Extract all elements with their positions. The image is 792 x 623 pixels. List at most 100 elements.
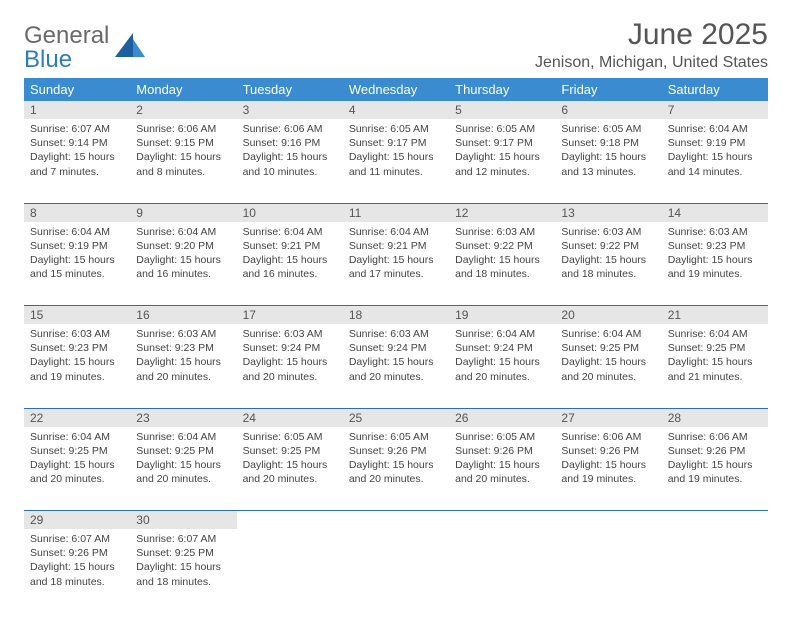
- day-cell: Sunrise: 6:04 AMSunset: 9:21 PMDaylight:…: [343, 222, 449, 306]
- week-row: Sunrise: 6:07 AMSunset: 9:14 PMDaylight:…: [24, 119, 768, 203]
- sunset-line: Sunset: 9:26 PM: [349, 444, 443, 458]
- daylight-line: Daylight: 15 hours and 20 minutes.: [243, 355, 337, 383]
- day-number-cell: 15: [24, 306, 130, 325]
- day-cell-body: Sunrise: 6:04 AMSunset: 9:19 PMDaylight:…: [662, 119, 768, 185]
- sunrise-line: Sunrise: 6:05 AM: [455, 430, 549, 444]
- day-cell-body: Sunrise: 6:05 AMSunset: 9:25 PMDaylight:…: [237, 427, 343, 493]
- day-cell-body: Sunrise: 6:04 AMSunset: 9:19 PMDaylight:…: [24, 222, 130, 288]
- day-cell: Sunrise: 6:03 AMSunset: 9:24 PMDaylight:…: [237, 324, 343, 408]
- logo-text: General Blue: [24, 24, 109, 72]
- day-number-cell: [662, 511, 768, 530]
- day-number-cell: 21: [662, 306, 768, 325]
- day-cell-body: Sunrise: 6:06 AMSunset: 9:26 PMDaylight:…: [662, 427, 768, 493]
- sunset-line: Sunset: 9:24 PM: [243, 341, 337, 355]
- day-cell-body: Sunrise: 6:03 AMSunset: 9:24 PMDaylight:…: [343, 324, 449, 390]
- sunset-line: Sunset: 9:15 PM: [136, 136, 230, 150]
- day-cell: Sunrise: 6:05 AMSunset: 9:17 PMDaylight:…: [343, 119, 449, 203]
- week-row: Sunrise: 6:03 AM Sunset: 9:23 PM Daylight:…: [24, 324, 768, 408]
- sunrise-line: Sunrise: 6:04 AM: [349, 225, 443, 239]
- sunrise-line: Sunrise: 6:06 AM: [561, 430, 655, 444]
- dow-header: Monday: [130, 78, 236, 101]
- day-number-cell: 16: [130, 306, 236, 325]
- day-number-cell: 11: [343, 203, 449, 222]
- sunrise-line: Sunrise: 6:07 AM: [30, 532, 124, 546]
- day-number-cell: 7: [662, 101, 768, 119]
- sunrise-line: Sunrise: 6:05 AM: [349, 122, 443, 136]
- sunset-line: Sunset: 9:18 PM: [561, 136, 655, 150]
- day-number-cell: 29: [24, 511, 130, 530]
- day-cell-body: Sunrise: 6:04 AMSunset: 9:21 PMDaylight:…: [237, 222, 343, 288]
- daylight-line: Daylight: 15 hours and 17 minutes.: [349, 253, 443, 281]
- sunrise-line: Sunrise: 6:05 AM: [561, 122, 655, 136]
- sunset-line: Sunset: 9:21 PM: [243, 239, 337, 253]
- day-number-cell: 1: [24, 101, 130, 119]
- dow-header: Tuesday: [237, 78, 343, 101]
- sunrise-line: Sunrise: 6:04 AM: [561, 327, 655, 341]
- day-number-cell: 23: [130, 408, 236, 427]
- day-cell: Sunrise: 6:05 AMSunset: 9:18 PMDaylight:…: [555, 119, 661, 203]
- day-cell-body: Sunrise: 6:06 AMSunset: 9:16 PMDaylight:…: [237, 119, 343, 185]
- sunset-line: Sunset: 9:23 PM: [136, 341, 230, 355]
- dow-header: Wednesday: [343, 78, 449, 101]
- day-number-cell: 25: [343, 408, 449, 427]
- day-cell-body: Sunrise: 6:06 AMSunset: 9:15 PMDaylight:…: [130, 119, 236, 185]
- day-cell: Sunrise: 6:05 AMSunset: 9:26 PMDaylight:…: [343, 427, 449, 511]
- day-number-cell: 19: [449, 306, 555, 325]
- dow-header: Sunday: [24, 78, 130, 101]
- sunrise-line: Sunrise: 6:03 AM: [668, 225, 762, 239]
- daylight-line: Daylight: 15 hours and 19 minutes.: [30, 355, 124, 383]
- day-cell-body: Sunrise: 6:05 AMSunset: 9:17 PMDaylight:…: [343, 119, 449, 185]
- daylight-line: Daylight: 15 hours and 13 minutes.: [561, 150, 655, 178]
- daylight-line: Daylight: 15 hours and 14 minutes.: [668, 150, 762, 178]
- day-number-cell: [343, 511, 449, 530]
- sunset-line: Sunset: 9:26 PM: [561, 444, 655, 458]
- header: General Blue June 2025 Jenison, Michigan…: [24, 18, 768, 72]
- day-cell: Sunrise: 6:05 AMSunset: 9:26 PMDaylight:…: [449, 427, 555, 511]
- day-cell: Sunrise: 6:03 AMSunset: 9:22 PMDaylight:…: [449, 222, 555, 306]
- day-cell: [662, 529, 768, 613]
- week-row: Sunrise: 6:04 AMSunset: 9:19 PMDaylight:…: [24, 222, 768, 306]
- sunset-line: Sunset: 9:26 PM: [668, 444, 762, 458]
- sunrise-line: Sunrise: 6:03 AM: [455, 225, 549, 239]
- sunrise-line: Sunrise: 6:06 AM: [136, 122, 230, 136]
- day-number-cell: 27: [555, 408, 661, 427]
- sunset-line: Sunset: 9:25 PM: [561, 341, 655, 355]
- day-number-cell: 30: [130, 511, 236, 530]
- daylight-line: Daylight: 15 hours and 20 minutes.: [349, 355, 443, 383]
- day-number-cell: 14: [662, 203, 768, 222]
- logo: General Blue: [24, 24, 147, 72]
- day-cell: Sunrise: 6:07 AMSunset: 9:25 PMDaylight:…: [130, 529, 236, 613]
- day-cell-body: Sunrise: 6:04 AMSunset: 9:21 PMDaylight:…: [343, 222, 449, 288]
- sunrise-line: Sunrise: 6:06 AM: [668, 430, 762, 444]
- logo-word-blue: Blue: [24, 46, 72, 73]
- daylight-line: Daylight: 15 hours and 20 minutes.: [561, 355, 655, 383]
- sunrise-line: Sunrise: 6:05 AM: [349, 430, 443, 444]
- day-number-cell: 2: [130, 101, 236, 119]
- day-cell: Sunrise: 6:06 AMSunset: 9:16 PMDaylight:…: [237, 119, 343, 203]
- logo-sail-icon: [113, 31, 147, 66]
- daylight-line: Daylight: 15 hours and 8 minutes.: [136, 150, 230, 178]
- day-number-cell: [237, 511, 343, 530]
- sunrise-line: Sunrise: 6:04 AM: [668, 327, 762, 341]
- day-cell-body: Sunrise: 6:04 AMSunset: 9:24 PMDaylight:…: [449, 324, 555, 390]
- sunset-line: Sunset: 9:19 PM: [668, 136, 762, 150]
- day-number-cell: [555, 511, 661, 530]
- daylight-line: Daylight: 15 hours and 20 minutes.: [455, 458, 549, 486]
- dow-header: Thursday: [449, 78, 555, 101]
- daylight-line: Daylight: 15 hours and 15 minutes.: [30, 253, 124, 281]
- day-number-cell: 8: [24, 203, 130, 222]
- dow-header: Friday: [555, 78, 661, 101]
- day-cell-body: Sunrise: 6:07 AMSunset: 9:26 PMDaylight:…: [24, 529, 130, 595]
- daylight-line: Daylight: 15 hours and 10 minutes.: [243, 150, 337, 178]
- day-number-cell: 18: [343, 306, 449, 325]
- sunrise-line: Sunrise: 6:03 AM: [30, 327, 124, 341]
- daylight-line: Daylight: 15 hours and 21 minutes.: [668, 355, 762, 383]
- day-cell-body: Sunrise: 6:03 AMSunset: 9:23 PMDaylight:…: [662, 222, 768, 288]
- day-cell: Sunrise: 6:07 AMSunset: 9:26 PMDaylight:…: [24, 529, 130, 613]
- daynum-row: 2930: [24, 511, 768, 530]
- day-cell-body: Sunrise: 6:05 AMSunset: 9:18 PMDaylight:…: [555, 119, 661, 185]
- day-cell: Sunrise: 6:04 AMSunset: 9:25 PMDaylight:…: [555, 324, 661, 408]
- calendar-table: SundayMondayTuesdayWednesdayThursdayFrid…: [24, 78, 768, 613]
- sunset-line: Sunset: 9:25 PM: [243, 444, 337, 458]
- day-cell-body: Sunrise: 6:07 AMSunset: 9:14 PMDaylight:…: [24, 119, 130, 185]
